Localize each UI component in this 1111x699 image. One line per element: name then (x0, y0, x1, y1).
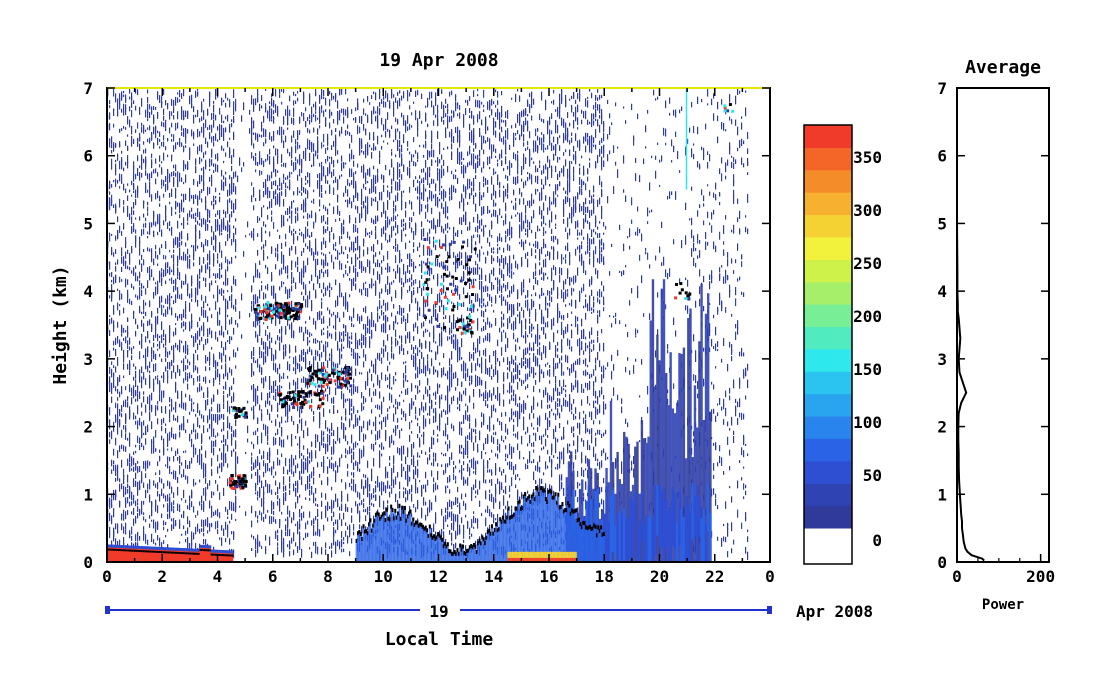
y-tick-label: 7 (83, 79, 93, 98)
y-tick-label: 5 (83, 214, 93, 233)
colorbar-cell (804, 304, 852, 327)
colorbar-tick-label: 200 (853, 307, 882, 326)
colorbar-cell (804, 236, 852, 260)
colorbar-labels: 0 50 100 150 200 250 300 350 (853, 148, 882, 550)
average-plot-frame (956, 87, 1050, 563)
y-axis-label: Height (km) (50, 265, 71, 384)
y-tick-label: 6 (83, 147, 93, 166)
colorbar-cell (804, 281, 852, 305)
colorbar-cell (804, 214, 852, 238)
colorbar-tick-label: 150 (853, 360, 882, 379)
colorbar-tick-label: 250 (853, 254, 882, 273)
average-y-tick-label: 5 (937, 214, 947, 233)
colorbar-cell (804, 371, 852, 395)
colorbar-cells (804, 125, 852, 529)
x-axis: 0 2 4 6 8 10 12 14 16 18 20 22 0 (102, 88, 775, 586)
x-tick-label: 10 (374, 567, 393, 586)
y-tick-label: 4 (83, 282, 93, 301)
x-tick-label: 0 (102, 567, 112, 586)
colorbar-cell (804, 416, 852, 439)
x-tick-label: 0 (765, 567, 775, 586)
date-axis-month-label: Apr 2008 (796, 602, 873, 621)
colorbar-cell (804, 147, 852, 171)
colorbar-cell (804, 125, 852, 148)
x-tick-label: 8 (323, 567, 333, 586)
y-tick-label: 1 (83, 485, 93, 504)
average-x-axis: 0 200 (952, 554, 1055, 586)
y-tick-label: 3 (83, 350, 93, 369)
average-y-tick-label: 2 (937, 418, 947, 437)
x-tick-label: 16 (539, 567, 558, 586)
average-x-axis-label: Power (982, 597, 1024, 613)
colorbar-cell (804, 438, 852, 462)
colorbar-tick-label: 350 (853, 148, 882, 167)
x-tick-label: 20 (650, 567, 669, 586)
heatmap-data (107, 88, 749, 562)
chart-title: 19 Apr 2008 (379, 50, 498, 71)
date-axis: 19 Apr 2008 (105, 602, 873, 621)
colorbar-cell (804, 259, 852, 283)
average-profile (957, 223, 985, 562)
x-tick-label: 22 (705, 567, 724, 586)
x-tick-label: 12 (429, 567, 448, 586)
colorbar-cell (804, 393, 852, 417)
average-x-tick-label: 200 (1026, 567, 1055, 586)
average-x-tick-label: 0 (952, 567, 962, 586)
x-tick-label: 4 (213, 567, 223, 586)
colorbar-cell (804, 505, 852, 529)
colorbar-tick-label: 100 (853, 413, 882, 432)
average-y-tick-label: 7 (937, 79, 947, 98)
x-tick-label: 6 (268, 567, 278, 586)
x-tick-label: 18 (595, 567, 614, 586)
colorbar-cell (804, 483, 852, 507)
average-y-tick-label: 6 (937, 147, 947, 166)
average-title: Average (965, 57, 1041, 78)
colorbar: 0 50 100 150 200 250 300 350 (803, 124, 882, 565)
x-tick-label: 2 (157, 567, 167, 586)
x-tick-label: 14 (484, 567, 503, 586)
y-tick-label: 2 (83, 418, 93, 437)
colorbar-cell (804, 348, 852, 372)
average-profile-line (957, 223, 985, 562)
date-axis-day-label: 19 (429, 602, 448, 621)
x-axis-label: Local Time (385, 629, 494, 650)
y-axis: 0 1 2 3 4 5 6 7 (83, 79, 770, 572)
average-y-tick-label: 0 (937, 553, 947, 572)
y-tick-label: 0 (83, 553, 93, 572)
colorbar-cell (804, 192, 852, 216)
colorbar-tick-label: 50 (863, 466, 882, 485)
average-y-tick-label: 1 (937, 485, 947, 504)
colorbar-tick-label: 300 (853, 201, 882, 220)
colorbar-cell (804, 326, 852, 350)
colorbar-frame (803, 124, 853, 565)
colorbar-tick-label: 0 (872, 531, 882, 550)
average-y-tick-label: 3 (937, 350, 947, 369)
colorbar-cell (804, 169, 852, 193)
average-y-tick-label: 4 (937, 282, 947, 301)
colorbar-cell (804, 460, 852, 484)
average-y-axis: 0 1 2 3 4 5 6 7 (937, 79, 1049, 572)
average-plot-area: 0 1 2 3 4 5 6 7 0 200 (937, 79, 1055, 586)
